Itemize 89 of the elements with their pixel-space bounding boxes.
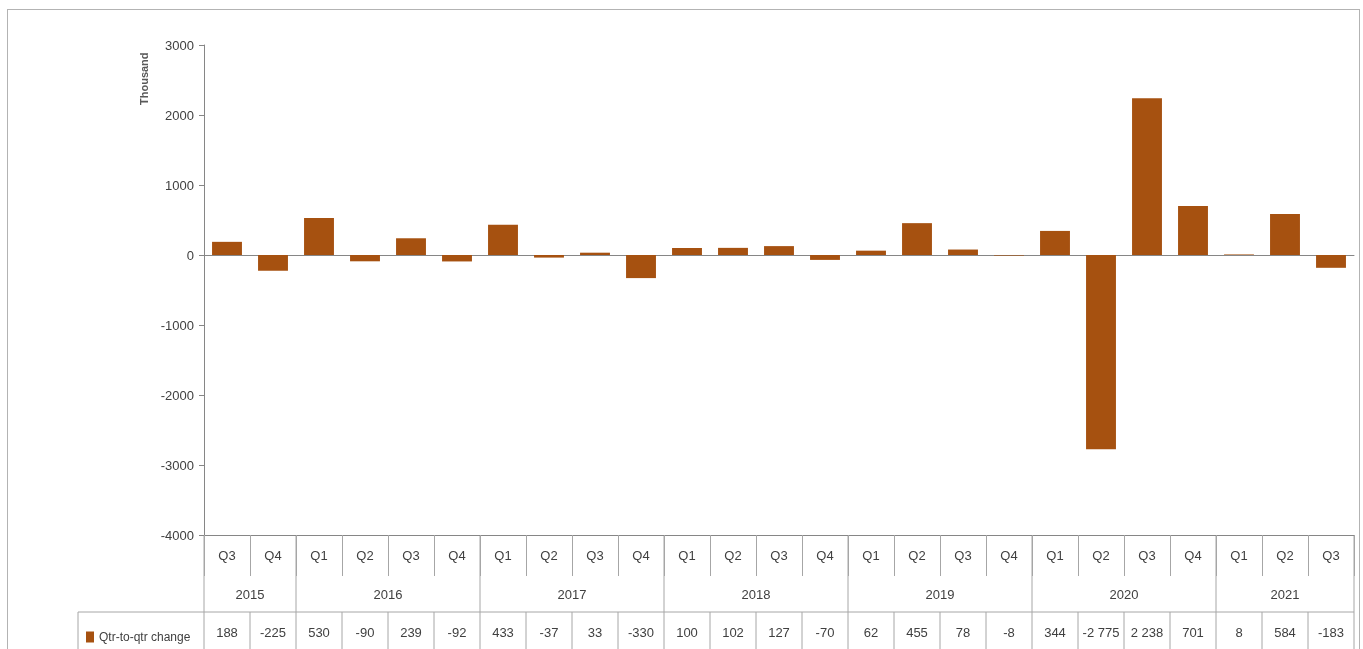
data-label: 188 — [216, 624, 238, 640]
data-label: 8 — [1235, 624, 1243, 640]
x-tick-label: Q2 — [1276, 548, 1294, 563]
data-label: -2 775 — [1082, 624, 1120, 640]
x-tick-label: Q1 — [1230, 548, 1248, 563]
data-label: 584 — [1274, 624, 1296, 640]
data-label: -330 — [627, 624, 655, 640]
bar — [672, 248, 702, 255]
bar — [488, 224, 518, 255]
data-label: -90 — [355, 624, 375, 640]
bar — [258, 255, 288, 271]
bar — [1316, 255, 1346, 268]
y-axis-title: Thousand — [138, 52, 150, 105]
data-label: 239 — [400, 624, 422, 640]
x-tick-label: Q3 — [1322, 548, 1340, 563]
bar — [396, 238, 426, 255]
bar — [856, 250, 886, 255]
bar — [1040, 230, 1070, 255]
data-label: 701 — [1182, 624, 1204, 640]
data-label: 100 — [676, 624, 698, 640]
bar — [948, 249, 978, 255]
data-label: 433 — [492, 624, 514, 640]
bar — [304, 217, 334, 255]
data-label: -8 — [1003, 624, 1015, 640]
data-label: 455 — [906, 624, 928, 640]
bar — [1132, 98, 1162, 255]
x-tick-label: Q3 — [218, 548, 236, 563]
x-tick-label: Q3 — [770, 548, 788, 563]
data-label: 62 — [863, 624, 879, 640]
x-tick-label: Q1 — [494, 548, 512, 563]
text: 2018 — [741, 586, 771, 602]
text: 2021 — [1270, 586, 1300, 602]
x-tick-label: Q2 — [1092, 548, 1110, 563]
data-label: -70 — [815, 624, 835, 640]
x-tick-label: Q2 — [908, 548, 926, 563]
x-tick-label: Q4 — [632, 548, 650, 563]
x-tick-label: Q1 — [1046, 548, 1064, 563]
data-label: 344 — [1044, 624, 1066, 640]
y-tick-label: 0 — [186, 247, 194, 263]
x-tick-label: Q1 — [310, 548, 328, 563]
text: 2020 — [1109, 586, 1139, 602]
bar — [212, 241, 242, 255]
x-tick-label: Q4 — [1000, 548, 1018, 563]
x-tick-label: Q2 — [356, 548, 374, 563]
text: 2016 — [373, 586, 403, 602]
x-tick-label: Q3 — [1138, 548, 1156, 563]
x-tick-label: Q2 — [724, 548, 742, 563]
legend-label: Qtr-to-qtr change — [99, 630, 191, 644]
data-label: -92 — [447, 624, 467, 640]
data-label: 102 — [722, 624, 744, 640]
data-label: 33 — [587, 624, 603, 640]
bar — [902, 223, 932, 255]
data-label: 530 — [308, 624, 330, 640]
bar — [534, 255, 564, 258]
y-tick-label: -2000 — [160, 387, 194, 403]
bar — [1086, 255, 1116, 450]
data-label: -37 — [539, 624, 559, 640]
x-tick-label: Q2 — [540, 548, 558, 563]
x-tick-label: Q1 — [678, 548, 696, 563]
x-tick-label: Q4 — [816, 548, 834, 563]
x-tick-label: Q3 — [586, 548, 604, 563]
bar — [810, 255, 840, 260]
bar — [442, 255, 472, 262]
data-label: -183 — [1317, 624, 1345, 640]
x-tick-label: Q1 — [862, 548, 880, 563]
data-label: 78 — [955, 624, 971, 640]
y-tick-label: 2000 — [165, 107, 194, 123]
x-tick-label: Q4 — [1184, 548, 1202, 563]
y-tick-label: -4000 — [160, 527, 194, 543]
y-tick-label: -1000 — [160, 317, 194, 333]
data-label: 2 238 — [1130, 624, 1164, 640]
y-tick-label: -3000 — [160, 457, 194, 473]
bar — [350, 255, 380, 262]
data-label: -225 — [259, 624, 287, 640]
data-label: 127 — [768, 624, 790, 640]
text: 2017 — [557, 586, 587, 602]
x-tick-label: Q4 — [264, 548, 282, 563]
bar — [626, 255, 656, 279]
x-tick-label: Q3 — [954, 548, 972, 563]
text: 2015 — [235, 586, 265, 602]
text: 2019 — [925, 586, 955, 602]
y-tick-label: 3000 — [165, 37, 194, 53]
bar — [718, 247, 748, 255]
x-tick-label: Q4 — [448, 548, 466, 563]
x-tick-label: Q3 — [402, 548, 420, 563]
bar — [764, 246, 794, 255]
bar — [1178, 205, 1208, 255]
bar — [1270, 214, 1300, 255]
y-tick-label: 1000 — [165, 177, 194, 193]
